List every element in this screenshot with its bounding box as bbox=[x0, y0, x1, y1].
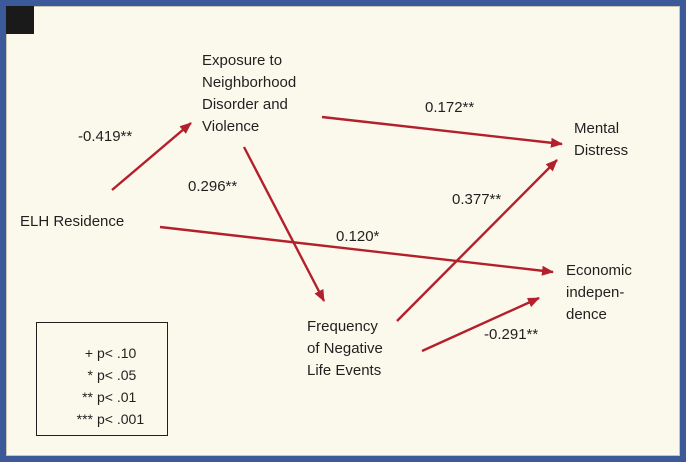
significance-legend: + p< .10 * p< .05 ** p< .01 *** p< .001 bbox=[36, 322, 168, 436]
legend-text: p< .10 bbox=[97, 345, 137, 361]
legend-symbol: *** bbox=[76, 411, 93, 427]
legend-row: ** p< .01 bbox=[37, 389, 169, 409]
legend-row: * p< .05 bbox=[37, 367, 169, 387]
arrow-elh-to-exposure bbox=[111, 122, 192, 191]
corner-block bbox=[6, 6, 34, 34]
node-exposure: Exposure to Neighborhood Disorder and Vi… bbox=[202, 52, 300, 135]
coef-exposure-to-mental-distress: 0.172** bbox=[425, 99, 474, 116]
coef-negative-events-to-mental-distress: 0.377** bbox=[452, 191, 501, 208]
arrow-negative-events-to-mental-distress bbox=[396, 159, 558, 322]
arrow-negative-events-to-economic-independence bbox=[421, 296, 540, 353]
arrow-exposure-to-mental-distress bbox=[321, 115, 563, 148]
arrow-exposure-to-negative-events bbox=[242, 146, 326, 302]
legend-row: + p< .10 bbox=[37, 345, 169, 365]
coef-negative-events-to-economic-independence: -0.291** bbox=[484, 326, 538, 343]
coef-elh-to-economic-independence: 0.120* bbox=[336, 228, 380, 245]
legend-row: *** p< .001 bbox=[37, 411, 169, 431]
coef-exposure-to-negative-events: 0.296** bbox=[188, 178, 237, 195]
legend-symbol: * bbox=[87, 367, 93, 383]
coef-elh-to-exposure: -0.419** bbox=[78, 128, 132, 145]
node-negative-events: Frequency of Negative Life Events bbox=[307, 318, 387, 379]
legend-symbol: + bbox=[84, 345, 93, 361]
legend-symbol: ** bbox=[82, 389, 93, 405]
legend-text: p< .001 bbox=[97, 411, 145, 427]
node-economic-independence: Economic indepen- dence bbox=[566, 262, 636, 323]
node-elh-residence: ELH Residence bbox=[20, 213, 124, 230]
legend-text: p< .01 bbox=[97, 389, 137, 405]
legend-text: p< .05 bbox=[97, 367, 137, 383]
arrow-elh-to-economic-independence bbox=[159, 225, 554, 276]
node-mental-distress: Mental Distress bbox=[574, 120, 628, 159]
